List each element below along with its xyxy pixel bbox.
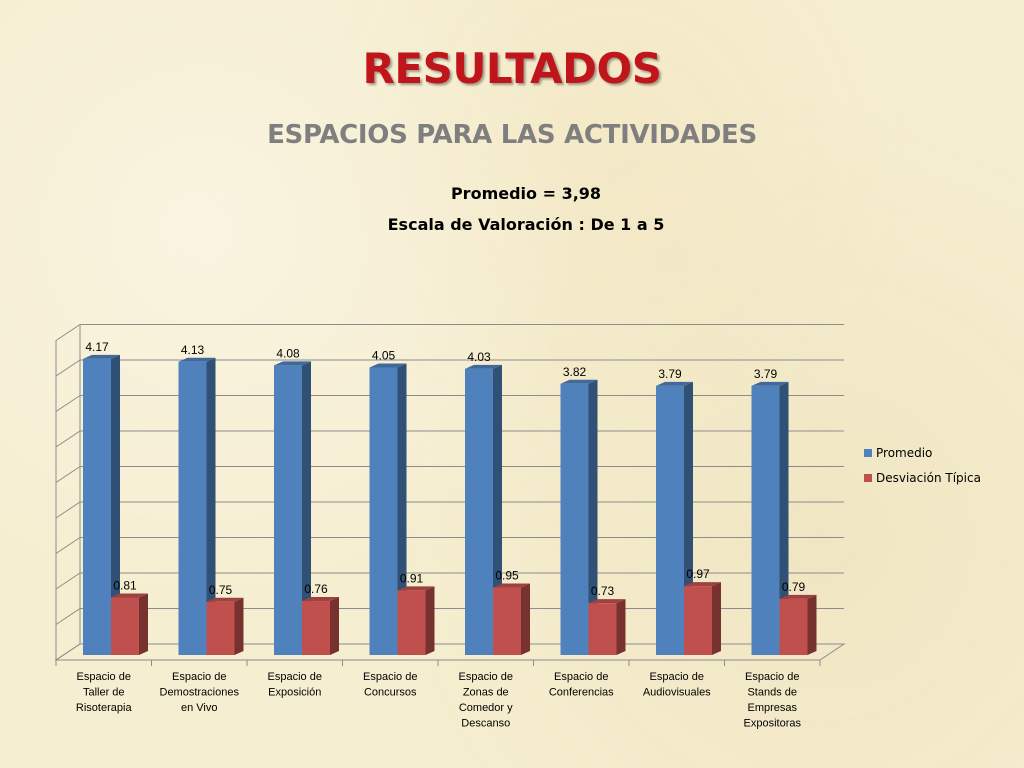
bar-desviacion: [493, 587, 521, 655]
bar-promedio-side: [588, 379, 598, 655]
bar-promedio: [560, 383, 589, 655]
bar-promedio-side: [111, 354, 120, 655]
legend-label-promedio: Promedio: [876, 445, 933, 460]
bar-desviacion: [397, 590, 426, 655]
bar-desviacion-side: [330, 597, 339, 655]
gridline-depth: [55, 537, 81, 554]
legend-label-desviacion: Desviación Típica: [876, 470, 981, 485]
gridline-depth: [55, 395, 81, 412]
bar-promedio-side: [779, 381, 789, 655]
data-label: 0.97: [686, 567, 710, 581]
bar-promedio-side: [397, 363, 407, 655]
data-label: 0.95: [495, 569, 519, 583]
category-label: Espacio de Zonas de Comedor y Descanso: [459, 671, 514, 730]
category-label: Espacio de Exposición: [268, 671, 322, 699]
bar-desviacion-top: [588, 599, 626, 604]
gridline-depth: [55, 501, 81, 519]
bar-desviacion: [302, 601, 330, 655]
data-label: 4.13: [181, 343, 205, 357]
legend-item-desviacion: Desviación Típica: [864, 465, 981, 490]
gridline-depth: [55, 359, 81, 377]
chart-legend: Promedio Desviación Típica: [864, 440, 981, 490]
data-label: 4.17: [85, 340, 109, 354]
category-label: Espacio de Demostraciones en Vivo: [160, 671, 240, 714]
bar-desviacion-top: [111, 593, 148, 598]
gridline-depth: [55, 466, 81, 483]
data-label: 0.79: [782, 580, 806, 594]
bar-desviacion: [779, 598, 808, 655]
bar-promedio-side: [206, 357, 216, 655]
bar-desviacion-side: [139, 593, 148, 655]
bar-promedio: [83, 358, 111, 655]
bar-promedio: [274, 365, 302, 655]
legend-swatch-promedio: [864, 448, 872, 457]
bar-desviacion: [111, 597, 139, 655]
category-label: Espacio de Conferencias: [549, 671, 614, 699]
bar-promedio: [751, 385, 780, 655]
category-label: Espacio de Concursos: [363, 671, 417, 699]
bar-desviacion-top: [779, 594, 817, 599]
legend-item-promedio: Promedio: [864, 440, 981, 465]
bar-promedio-top: [178, 357, 216, 362]
slide-title: RESULTADOS: [362, 44, 662, 93]
bar-promedio-top: [656, 381, 693, 386]
bar-promedio-top: [560, 379, 598, 384]
bar-promedio-top: [369, 363, 407, 368]
data-label: 4.05: [372, 348, 396, 362]
data-label: 4.03: [467, 350, 491, 364]
bar-desviacion: [206, 601, 235, 655]
bar-desviacion-side: [425, 586, 435, 655]
bar-promedio: [465, 368, 493, 655]
category-label: Espacio de Audiovisuales: [643, 671, 711, 699]
data-label: 3.79: [658, 367, 682, 381]
scale-line: Escala de Valoración : De 1 a 5: [387, 215, 665, 234]
data-label: 0.81: [113, 578, 137, 592]
data-label: 3.82: [563, 365, 587, 379]
bar-desviacion-side: [521, 583, 530, 655]
gridline-depth: [55, 324, 81, 341]
bar-desviacion-top: [684, 582, 721, 587]
data-label: 4.08: [276, 346, 300, 360]
data-label: 0.91: [400, 571, 424, 585]
data-label: 3.79: [754, 367, 778, 381]
bar-desviacion-side: [234, 597, 244, 655]
bar-desviacion-side: [807, 594, 817, 655]
chart-floor: [54, 643, 846, 661]
bar-desviacion: [588, 603, 617, 655]
bar-desviacion: [684, 586, 712, 655]
bar-desviacion-top: [397, 586, 435, 591]
category-label: Espacio de Taller de Risoterapia: [76, 671, 133, 714]
slide-subtitle: ESPACIOS PARA LAS ACTIVIDADES: [267, 120, 757, 150]
bar-promedio-top: [274, 361, 311, 366]
data-label: 0.76: [304, 582, 328, 596]
bar-promedio: [178, 361, 207, 655]
category-label: Espacio de Stands de Empresas Expositoras: [744, 671, 802, 730]
bar-promedio-top: [83, 354, 120, 359]
bar-promedio-top: [751, 381, 789, 386]
average-line: Promedio = 3,98: [450, 184, 602, 203]
gridline-depth: [55, 430, 81, 448]
bar-desviacion-side: [712, 582, 721, 655]
legend-swatch-desviacion: [864, 473, 872, 482]
bar-desviacion-top: [302, 597, 339, 602]
data-label: 0.73: [591, 584, 615, 598]
gridline-depth: [55, 608, 81, 625]
bar-promedio-top: [465, 364, 502, 369]
data-label: 0.75: [209, 583, 233, 597]
bar-desviacion-top: [493, 583, 530, 588]
bar-desviacion-top: [206, 597, 244, 602]
gridline-depth: [55, 572, 81, 590]
bar-promedio: [656, 385, 684, 655]
bar-promedio-side: [302, 361, 311, 655]
bar-promedio: [369, 367, 398, 655]
bar-promedio-side: [493, 364, 502, 655]
bar-desviacion-side: [616, 599, 626, 655]
